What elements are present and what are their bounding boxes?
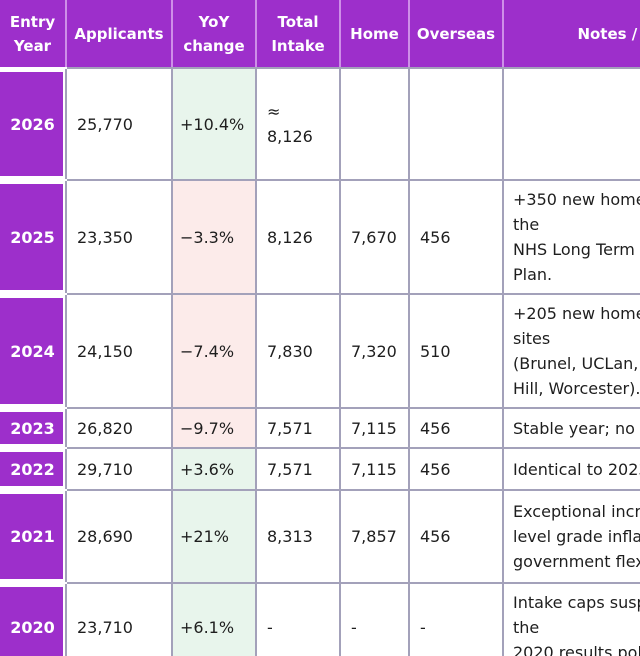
cell-home: 7,115 xyxy=(339,447,410,491)
cell-total-intake: 8,126 xyxy=(255,179,341,295)
table-row: 2023 26,820 −9.7% 7,571 7,115 456 Stable… xyxy=(0,407,640,449)
table-row: 2020 23,710 +6.1% - - - Intake caps susp… xyxy=(0,582,640,656)
cell-yoy-change: +21% xyxy=(171,489,257,584)
cell-notes: +205 new home places at 5 sites (Brunel,… xyxy=(502,293,640,409)
cell-applicants: 23,710 xyxy=(65,582,173,656)
cell-notes: Identical to 2023 intake totals. xyxy=(502,447,640,491)
col-header-applicants: Applicants xyxy=(65,0,172,69)
cell-yoy-change: +6.1% xyxy=(171,582,257,656)
cell-total-intake: 7,571 xyxy=(255,447,341,491)
cell-total-intake: - xyxy=(255,582,341,656)
row-year-header: 2025 xyxy=(0,179,67,295)
cell-applicants: 26,820 xyxy=(65,407,173,449)
cell-notes: Intake caps suspended after the 2020 res… xyxy=(502,582,640,656)
row-year-header: 2022 xyxy=(0,447,67,491)
col-header-overseas: Overseas xyxy=(408,0,503,69)
cell-home: 7,857 xyxy=(339,489,410,584)
table-row: 2026 25,770 +10.4% ≈ 8,126 xyxy=(0,67,640,181)
cell-overseas: 456 xyxy=(408,489,504,584)
cell-overseas: - xyxy=(408,582,504,656)
cell-home: - xyxy=(339,582,410,656)
cell-total-intake: 7,571 xyxy=(255,407,341,449)
cell-yoy-change: −9.7% xyxy=(171,407,257,449)
cell-overseas xyxy=(408,67,504,181)
cell-home: 7,670 xyxy=(339,179,410,295)
cell-yoy-change: −3.3% xyxy=(171,179,257,295)
cell-home xyxy=(339,67,410,181)
cell-applicants: 28,690 xyxy=(65,489,173,584)
cell-overseas: 510 xyxy=(408,293,504,409)
table-body: 2026 25,770 +10.4% ≈ 8,126 2025 23,350 −… xyxy=(0,67,640,656)
table-row: 2024 24,150 −7.4% 7,830 7,320 510 +205 n… xyxy=(0,293,640,409)
cell-home: 7,115 xyxy=(339,407,410,449)
row-year-header: 2026 xyxy=(0,67,67,181)
cell-yoy-change: +10.4% xyxy=(171,67,257,181)
header-row: Entry Year Applicants YoY change Total I… xyxy=(0,0,640,69)
col-header-notes: Notes / context xyxy=(502,0,640,69)
cell-notes xyxy=(502,67,640,181)
cell-applicants: 25,770 xyxy=(65,67,173,181)
table-row: 2022 29,710 +3.6% 7,571 7,115 456 Identi… xyxy=(0,447,640,491)
table-row: 2021 28,690 +21% 8,313 7,857 456 Excepti… xyxy=(0,489,640,584)
row-year-header: 2024 xyxy=(0,293,67,409)
table-row: 2025 23,350 −3.3% 8,126 7,670 456 +350 n… xyxy=(0,179,640,295)
cell-total-intake: 7,830 xyxy=(255,293,341,409)
cell-total-intake: 8,313 xyxy=(255,489,341,584)
table-header: Entry Year Applicants YoY change Total I… xyxy=(0,0,640,69)
cell-notes: +350 new home places under the NHS Long … xyxy=(502,179,640,295)
cell-notes: Exceptional increase due to A- level gra… xyxy=(502,489,640,584)
cell-overseas: 456 xyxy=(408,407,504,449)
row-year-header: 2021 xyxy=(0,489,67,584)
cell-notes: Stable year; no expansion. xyxy=(502,407,640,449)
col-header-yoy-change: YoY change xyxy=(171,0,256,69)
col-header-total-intake: Total Intake xyxy=(255,0,340,69)
col-header-entry-year: Entry Year xyxy=(0,0,66,69)
cell-total-intake: ≈ 8,126 xyxy=(255,67,341,181)
row-year-header: 2020 xyxy=(0,582,67,656)
cell-applicants: 23,350 xyxy=(65,179,173,295)
cell-home: 7,320 xyxy=(339,293,410,409)
row-year-header: 2023 xyxy=(0,407,67,449)
cell-applicants: 29,710 xyxy=(65,447,173,491)
cell-overseas: 456 xyxy=(408,179,504,295)
cell-yoy-change: −7.4% xyxy=(171,293,257,409)
col-header-home: Home xyxy=(339,0,409,69)
cell-overseas: 456 xyxy=(408,447,504,491)
cell-yoy-change: +3.6% xyxy=(171,447,257,491)
cell-applicants: 24,150 xyxy=(65,293,173,409)
